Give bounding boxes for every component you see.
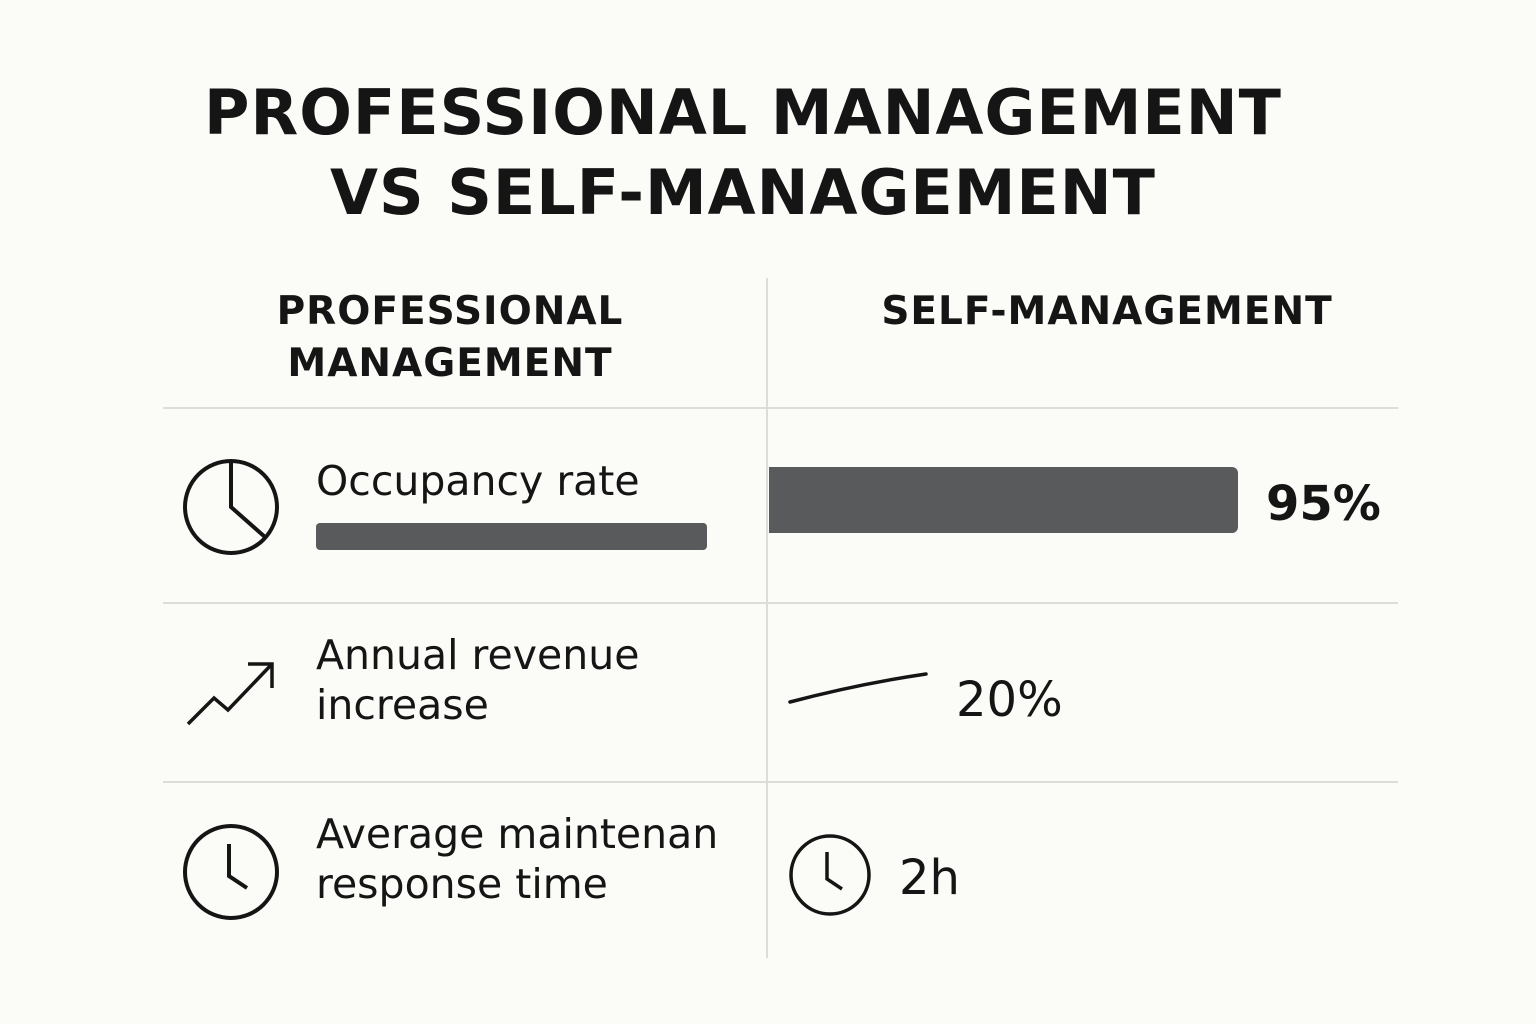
revenue-label: Annual revenue increase	[316, 630, 639, 730]
professional-occupancy-bar	[316, 523, 707, 550]
row-divider-3	[163, 781, 1398, 783]
maintenance-label: Average maintenan response time	[316, 809, 718, 909]
self-occupancy-value: 95%	[1266, 476, 1381, 532]
column-divider	[766, 278, 768, 958]
occupancy-label: Occupancy rate	[316, 457, 640, 505]
row-divider-1	[163, 407, 1398, 409]
self-occupancy-bar	[769, 467, 1238, 533]
column-header-self: SELF-MANAGEMENT	[881, 289, 1333, 334]
column-header-professional-line-1: PROFESSIONAL	[276, 289, 624, 334]
column-header-professional: PROFESSIONAL MANAGEMENT	[250, 286, 650, 390]
maintenance-label-line-2: response time	[316, 860, 608, 908]
column-header-professional-line-2: MANAGEMENT	[287, 341, 613, 386]
clock-icon	[183, 824, 279, 920]
title-line-2: VS SELF-MANAGEMENT	[330, 156, 1156, 229]
title-line-1: PROFESSIONAL MANAGEMENT	[204, 76, 1282, 149]
flat-trend-line-icon	[788, 672, 928, 704]
self-clock-icon	[789, 834, 871, 916]
self-revenue-value: 20%	[956, 672, 1063, 728]
trend-up-icon	[186, 662, 274, 726]
self-maintenance-value: 2h	[899, 850, 960, 906]
revenue-label-line-2: increase	[316, 681, 489, 729]
revenue-label-line-1: Annual revenue	[316, 631, 640, 679]
pie-chart-icon	[183, 459, 279, 555]
row-divider-2	[163, 602, 1398, 604]
maintenance-label-line-1: Average maintenan	[316, 810, 719, 858]
